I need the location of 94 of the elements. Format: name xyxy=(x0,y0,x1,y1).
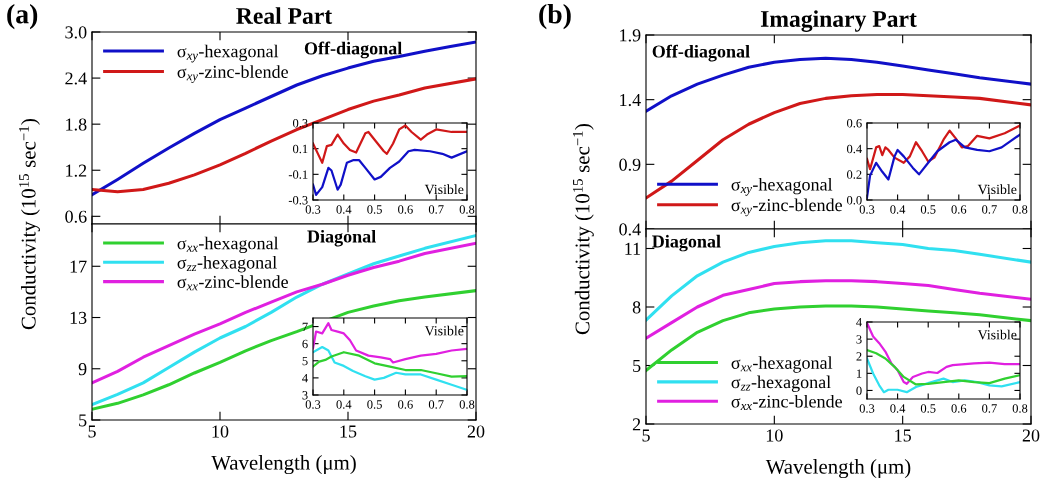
y-tick-label: 1.9 xyxy=(620,29,641,42)
annotation: Visible xyxy=(424,325,464,336)
x-tick-label: 0.8 xyxy=(1012,205,1028,214)
x-tick-label: 0.4 xyxy=(890,205,906,214)
line-series xyxy=(313,345,467,391)
line-series xyxy=(313,148,467,196)
y-tick-label: 6 xyxy=(302,339,308,349)
legend-label: σ$_{xy}$-hexagonal xyxy=(177,44,279,63)
annotation: Diagonal xyxy=(307,229,376,247)
line-series xyxy=(867,348,1020,386)
annotation: Visible xyxy=(977,184,1017,195)
y-tick-label: 11 xyxy=(625,242,641,255)
x-tick-label: 5 xyxy=(88,425,96,438)
legend-label: σ$_{xx}$-hexagonal xyxy=(731,356,833,373)
y-tick-label: 17 xyxy=(70,260,87,273)
x-tick-label: 0.5 xyxy=(920,404,936,413)
x-tick-label: 0.4 xyxy=(890,404,906,413)
y-tick-label: 0.1 xyxy=(292,144,308,154)
x-tick-label: 15 xyxy=(895,429,911,442)
x-tick-label: 0.7 xyxy=(982,205,997,214)
y-tick-label: 4 xyxy=(856,318,862,327)
x-tick-label: 0.4 xyxy=(336,205,352,214)
chart-title: Imaginary Part xyxy=(760,10,917,32)
x-tick-label: 0.7 xyxy=(428,400,444,409)
line-series xyxy=(313,351,467,378)
x-tick-label: 5 xyxy=(642,429,650,442)
y-tick-label: 9 xyxy=(78,363,87,376)
y-tick-label: -0.1 xyxy=(288,170,308,179)
y-tick-label: 3.0 xyxy=(65,26,87,39)
x-tick-label: 10 xyxy=(212,425,229,438)
y-tick-label: 5 xyxy=(79,414,87,427)
y-tick-label: 0 xyxy=(856,386,862,395)
y-tick-label: 2 xyxy=(856,352,862,361)
y-axis-title: Conductivity (10$^{15}$ sec$^{−1}$) xyxy=(572,124,594,335)
y-tick-label: 2.4 xyxy=(65,72,87,85)
y-tick-label: 13 xyxy=(70,311,87,324)
x-tick-label: 0.7 xyxy=(982,404,997,413)
legend-label: σ$_{zz}$-hexagonal xyxy=(731,375,831,392)
x-tick-label: 0.4 xyxy=(336,400,352,409)
x-tick-label: 15 xyxy=(340,425,357,438)
x-tick-label: 0.6 xyxy=(398,400,413,409)
y-tick-label: 0.6 xyxy=(846,119,862,128)
x-tick-label: 0.8 xyxy=(459,205,475,214)
y-tick-label: 8 xyxy=(632,301,641,314)
x-tick-label: 0.5 xyxy=(367,400,382,409)
text: (a) xyxy=(7,4,38,30)
y-tick-label: 4 xyxy=(302,374,308,383)
y-tick-label: 0.2 xyxy=(846,170,862,179)
line-series xyxy=(92,40,476,197)
x-tick-label: 0.8 xyxy=(459,400,475,409)
y-tick-label: 0.9 xyxy=(619,158,641,171)
annotation: Visible xyxy=(977,329,1017,340)
y-tick-label: 0.0 xyxy=(846,196,862,205)
legend-label: σ$_{xy}$-hexagonal xyxy=(731,177,833,196)
legend-label: σ$_{xx}$-zinc-blende xyxy=(731,394,842,410)
chart-title: Real Part xyxy=(236,7,333,24)
y-tick-label: 2 xyxy=(632,418,641,431)
legend-label: σ$_{xy}$-zinc-blende xyxy=(731,198,842,217)
x-tick-label: 10 xyxy=(766,429,783,442)
x-tick-label: 0.7 xyxy=(428,205,444,214)
legend-label: σ$_{zz}$-hexagonal xyxy=(177,255,277,273)
y-tick-label: 0.4 xyxy=(619,223,641,236)
x-tick-label: 0.5 xyxy=(367,205,382,214)
legend-label: σ$_{xx}$-hexagonal xyxy=(177,236,279,254)
x-axis-title: Wavelength (μm) xyxy=(211,455,356,475)
x-tick-label: 0.8 xyxy=(1012,404,1028,413)
y-tick-label: 3 xyxy=(856,335,862,344)
y-tick-label: 1.8 xyxy=(66,118,87,131)
x-tick-label: 0.6 xyxy=(398,205,413,214)
annotation: Diagonal xyxy=(652,234,721,252)
line-series xyxy=(867,357,1020,394)
annotation: Off-diagonal xyxy=(652,44,750,62)
annotation: Off-diagonal xyxy=(304,41,402,59)
y-tick-label: -0.3 xyxy=(288,196,308,205)
y-tick-label: 5 xyxy=(302,356,308,366)
y-tick-label: 1 xyxy=(856,369,862,378)
y-axis-title: Conductivity (10$^{15}$ sec$^{−1}$) xyxy=(19,119,40,330)
x-tick-label: 0.6 xyxy=(951,205,967,214)
legend-label: σ$_{xx}$-zinc-blende xyxy=(177,275,288,291)
x-tick-label: 20 xyxy=(467,425,485,438)
y-tick-label: 5 xyxy=(633,359,641,372)
y-tick-label: 1.4 xyxy=(620,94,641,107)
y-tick-label: 3 xyxy=(302,391,308,400)
x-axis-title: Wavelength (μm) xyxy=(765,459,911,479)
y-tick-label: 0.4 xyxy=(846,144,862,154)
y-tick-label: 1.2 xyxy=(66,164,87,177)
x-tick-label: 0.5 xyxy=(920,205,936,214)
line-series xyxy=(92,289,476,411)
y-tick-label: 0.3 xyxy=(292,119,308,128)
text: (b) xyxy=(539,4,571,30)
x-tick-label: 20 xyxy=(1022,429,1040,442)
annotation: Visible xyxy=(424,184,464,195)
legend-label: σ$_{xy}$-zinc-blende xyxy=(177,65,288,83)
x-tick-label: 0.6 xyxy=(951,404,967,413)
